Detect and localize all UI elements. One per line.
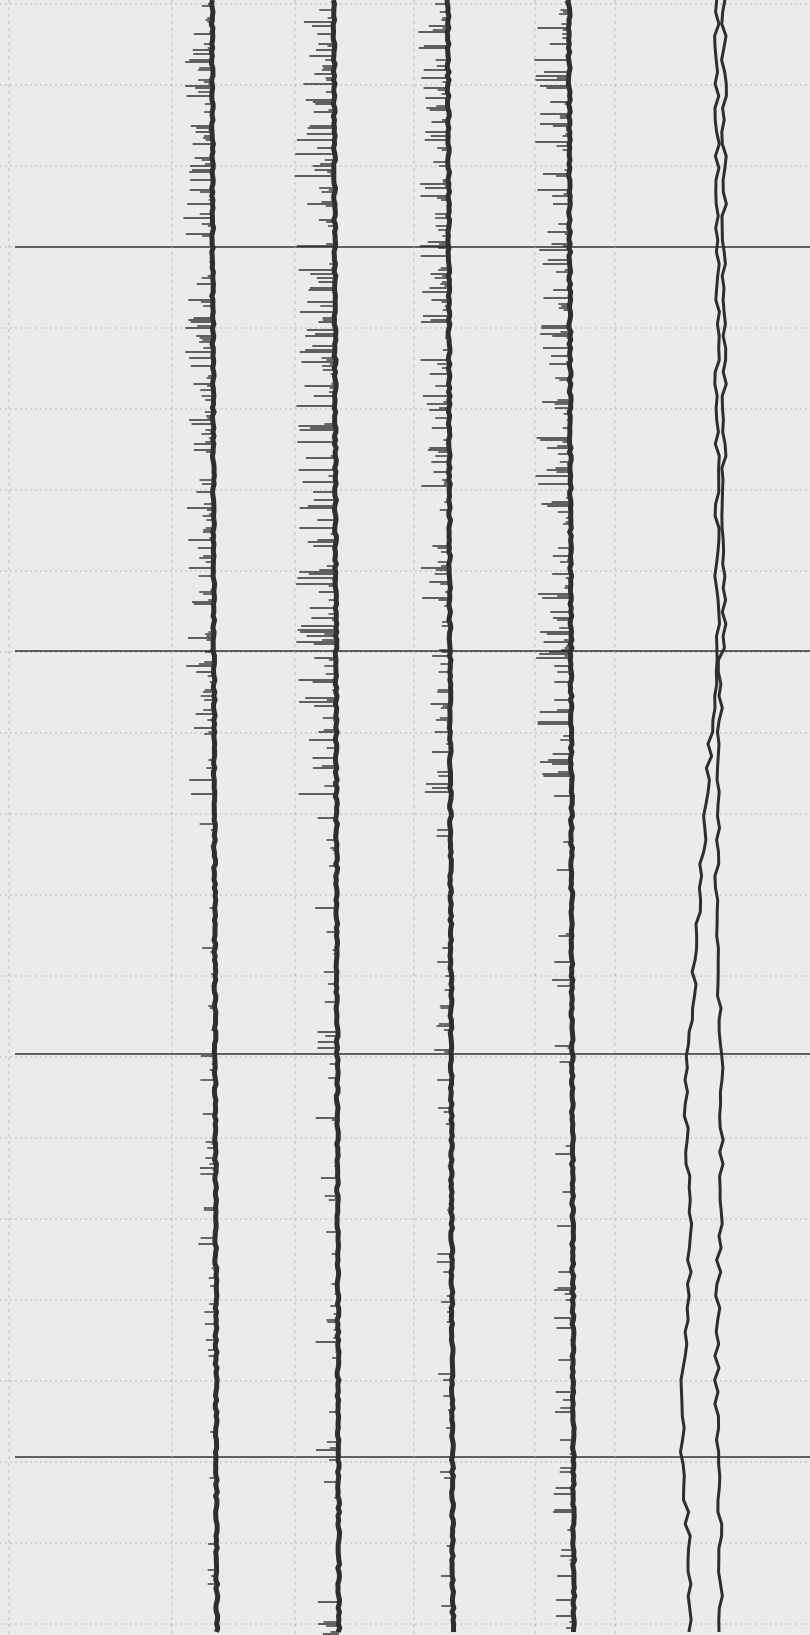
trace: [678, 0, 722, 1633]
trace: [565, 0, 578, 1633]
trace: [330, 0, 343, 1633]
traces: [183, 0, 728, 1635]
trace: [713, 0, 728, 1633]
trace: [444, 0, 457, 1633]
trace: [208, 0, 221, 1633]
